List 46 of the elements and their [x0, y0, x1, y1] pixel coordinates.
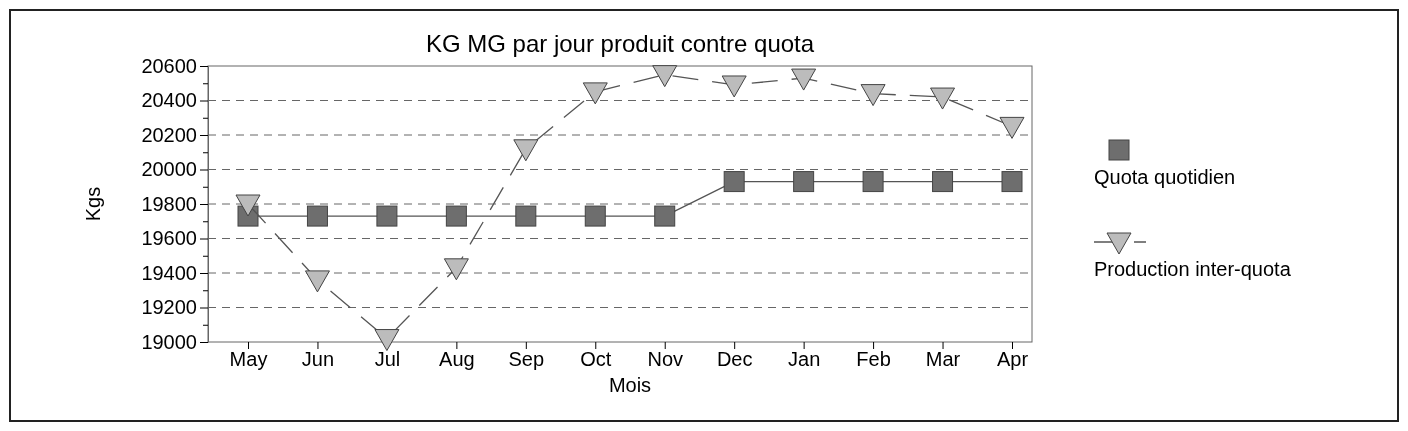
x-tick-label: Jun — [301, 348, 335, 371]
point — [306, 205, 328, 227]
point — [652, 65, 678, 88]
y-tick-label: 20000 — [141, 158, 197, 181]
legend-label: Quota quotidien — [1094, 166, 1236, 188]
x-tick-label: Sep — [508, 348, 545, 371]
y-tick-label: 19400 — [141, 261, 197, 284]
y-axis-title: Kgs — [82, 186, 104, 222]
point — [930, 87, 956, 110]
point — [584, 205, 606, 227]
point — [860, 84, 886, 107]
point — [999, 116, 1025, 139]
point — [515, 205, 537, 227]
y-tick-label: 19600 — [141, 227, 197, 250]
point — [793, 171, 815, 193]
y-tick-label: 20400 — [141, 89, 197, 112]
y-tick-label: 19000 — [141, 330, 197, 353]
x-tick-label: Apr — [996, 348, 1029, 371]
legend-label: Production inter-quota — [1094, 258, 1292, 280]
x-tick-label: Jul — [374, 348, 401, 371]
y-tick-label: 20200 — [141, 123, 197, 146]
y-tick-label: 19800 — [141, 192, 197, 215]
point — [791, 68, 817, 91]
y-tick-label: 19200 — [141, 296, 197, 319]
point — [721, 75, 747, 98]
x-tick-label: Mar — [925, 348, 961, 371]
point — [445, 205, 467, 227]
x-tick-label: Jan — [788, 348, 821, 371]
x-tick-label: Nov — [647, 348, 684, 371]
point — [513, 139, 539, 162]
point — [1001, 171, 1023, 193]
x-tick-label: Aug — [439, 348, 475, 371]
point — [235, 194, 261, 217]
x-axis-title: Mois — [608, 374, 652, 396]
chart-title: KG MG par jour produit contre quota — [425, 30, 815, 57]
x-tick-label: Oct — [580, 348, 612, 371]
y-tick-label: 20600 — [141, 54, 197, 77]
x-tick-label: Feb — [856, 348, 891, 371]
point — [376, 205, 398, 227]
point — [723, 171, 745, 193]
point — [862, 171, 884, 193]
point — [582, 82, 608, 105]
point — [932, 171, 954, 193]
point — [654, 205, 676, 227]
x-tick-label: May — [229, 348, 268, 371]
x-tick-label: Dec — [716, 348, 753, 371]
